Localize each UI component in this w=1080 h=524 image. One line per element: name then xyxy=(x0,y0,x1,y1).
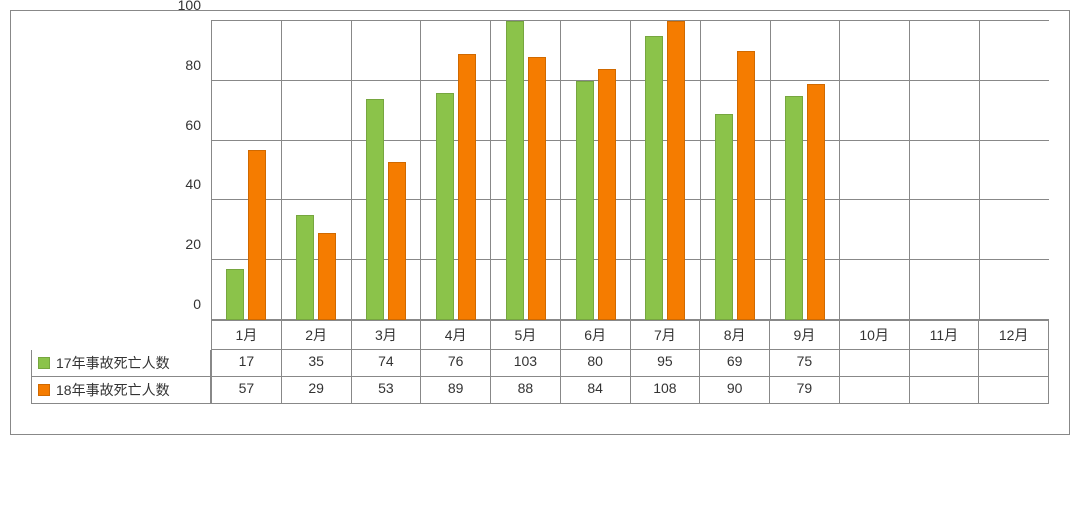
data-cell xyxy=(839,377,909,404)
data-cell: 35 xyxy=(281,350,351,377)
y-tick-label: 20 xyxy=(185,236,201,252)
x-axis-label: 4月 xyxy=(420,321,490,350)
data-cell: 53 xyxy=(351,377,421,404)
bar-series-1 xyxy=(528,57,546,320)
bar-series-0 xyxy=(645,36,663,320)
data-cell: 74 xyxy=(351,350,421,377)
bar-cell xyxy=(770,21,840,320)
data-row: 17年事故死亡人数 1735747610380956975 xyxy=(31,350,1049,377)
bar-series-0 xyxy=(226,269,244,320)
data-cell xyxy=(909,350,979,377)
x-axis-label: 2月 xyxy=(281,321,351,350)
bar-series-1 xyxy=(807,84,825,320)
data-cell: 108 xyxy=(630,377,700,404)
x-axis-label: 5月 xyxy=(490,321,560,350)
x-axis-label: 10月 xyxy=(839,321,909,350)
data-cell: 75 xyxy=(769,350,839,377)
data-cell: 89 xyxy=(420,377,490,404)
bar-series-1 xyxy=(388,162,406,320)
data-cell: 76 xyxy=(420,350,490,377)
data-cell: 69 xyxy=(699,350,769,377)
bar-series-0 xyxy=(436,93,454,320)
bar-series-1 xyxy=(248,150,266,320)
plot-area: 020406080100 xyxy=(211,21,1049,321)
chart-frame: 020406080100 1月2月3月4月5月6月7月8月9月10月11月12月… xyxy=(10,10,1070,435)
bar-cell xyxy=(281,21,351,320)
data-cell: 29 xyxy=(281,377,351,404)
data-cells: 1735747610380956975 xyxy=(211,350,1049,377)
y-tick-label: 0 xyxy=(193,296,201,312)
x-axis-label: 11月 xyxy=(909,321,979,350)
data-cell xyxy=(909,377,979,404)
data-row: 18年事故死亡人数 5729538988841089079 xyxy=(31,377,1049,404)
data-cell: 79 xyxy=(769,377,839,404)
bar-series-1 xyxy=(458,54,476,320)
x-axis-label: 6月 xyxy=(560,321,630,350)
legend-swatch xyxy=(38,384,50,396)
x-axis-label: 12月 xyxy=(978,321,1049,350)
y-tick-label: 80 xyxy=(185,57,201,73)
x-axis-row: 1月2月3月4月5月6月7月8月9月10月11月12月 xyxy=(211,321,1049,350)
data-cell: 84 xyxy=(560,377,630,404)
bar-series-0 xyxy=(366,99,384,320)
bar-series-1 xyxy=(598,69,616,320)
data-cell xyxy=(839,350,909,377)
data-cell: 103 xyxy=(490,350,560,377)
bar-cell xyxy=(700,21,770,320)
bar-cell xyxy=(560,21,630,320)
x-axis-label: 3月 xyxy=(351,321,421,350)
data-table: 17年事故死亡人数 1735747610380956975 18年事故死亡人数 572… xyxy=(31,350,1049,404)
y-tick-label: 40 xyxy=(185,176,201,192)
x-axis-label: 1月 xyxy=(211,321,281,350)
data-cell: 90 xyxy=(699,377,769,404)
bar-cell xyxy=(490,21,560,320)
plot-column: 020406080100 1月2月3月4月5月6月7月8月9月10月11月12月 xyxy=(211,21,1049,350)
bar-series-0 xyxy=(576,81,594,320)
data-cell xyxy=(978,377,1049,404)
series-legend-0: 17年事故死亡人数 xyxy=(31,350,211,377)
data-cells: 5729538988841089079 xyxy=(211,377,1049,404)
y-tick-label: 60 xyxy=(185,117,201,133)
data-cell xyxy=(978,350,1049,377)
data-cell: 80 xyxy=(560,350,630,377)
bar-series-1 xyxy=(318,233,336,320)
y-tick-label: 100 xyxy=(178,0,201,13)
data-cell: 17 xyxy=(211,350,281,377)
legend-label: 18年事故死亡人数 xyxy=(56,380,170,400)
bar-cell xyxy=(351,21,421,320)
bar-series-0 xyxy=(296,215,314,320)
bar-series-1 xyxy=(667,21,685,320)
chart-body: 020406080100 1月2月3月4月5月6月7月8月9月10月11月12月 xyxy=(31,21,1049,350)
bar-series-0 xyxy=(715,114,733,320)
bar-cell xyxy=(211,21,281,320)
x-axis-label: 9月 xyxy=(769,321,839,350)
data-cell: 95 xyxy=(630,350,700,377)
bar-series-1 xyxy=(737,51,755,320)
bar-cell xyxy=(909,21,979,320)
bar-cell xyxy=(630,21,700,320)
series-legend-1: 18年事故死亡人数 xyxy=(31,377,211,404)
bar-series-0 xyxy=(506,21,524,320)
bar-series-0 xyxy=(785,96,803,320)
legend-label: 17年事故死亡人数 xyxy=(56,353,170,373)
bar-cell xyxy=(839,21,909,320)
x-axis-label: 7月 xyxy=(630,321,700,350)
bar-row xyxy=(211,21,1049,320)
bar-cell xyxy=(420,21,490,320)
data-cell: 57 xyxy=(211,377,281,404)
bar-cell xyxy=(979,21,1049,320)
legend-swatch xyxy=(38,357,50,369)
x-axis-label: 8月 xyxy=(699,321,769,350)
data-cell: 88 xyxy=(490,377,560,404)
y-axis-spacer xyxy=(31,21,211,350)
